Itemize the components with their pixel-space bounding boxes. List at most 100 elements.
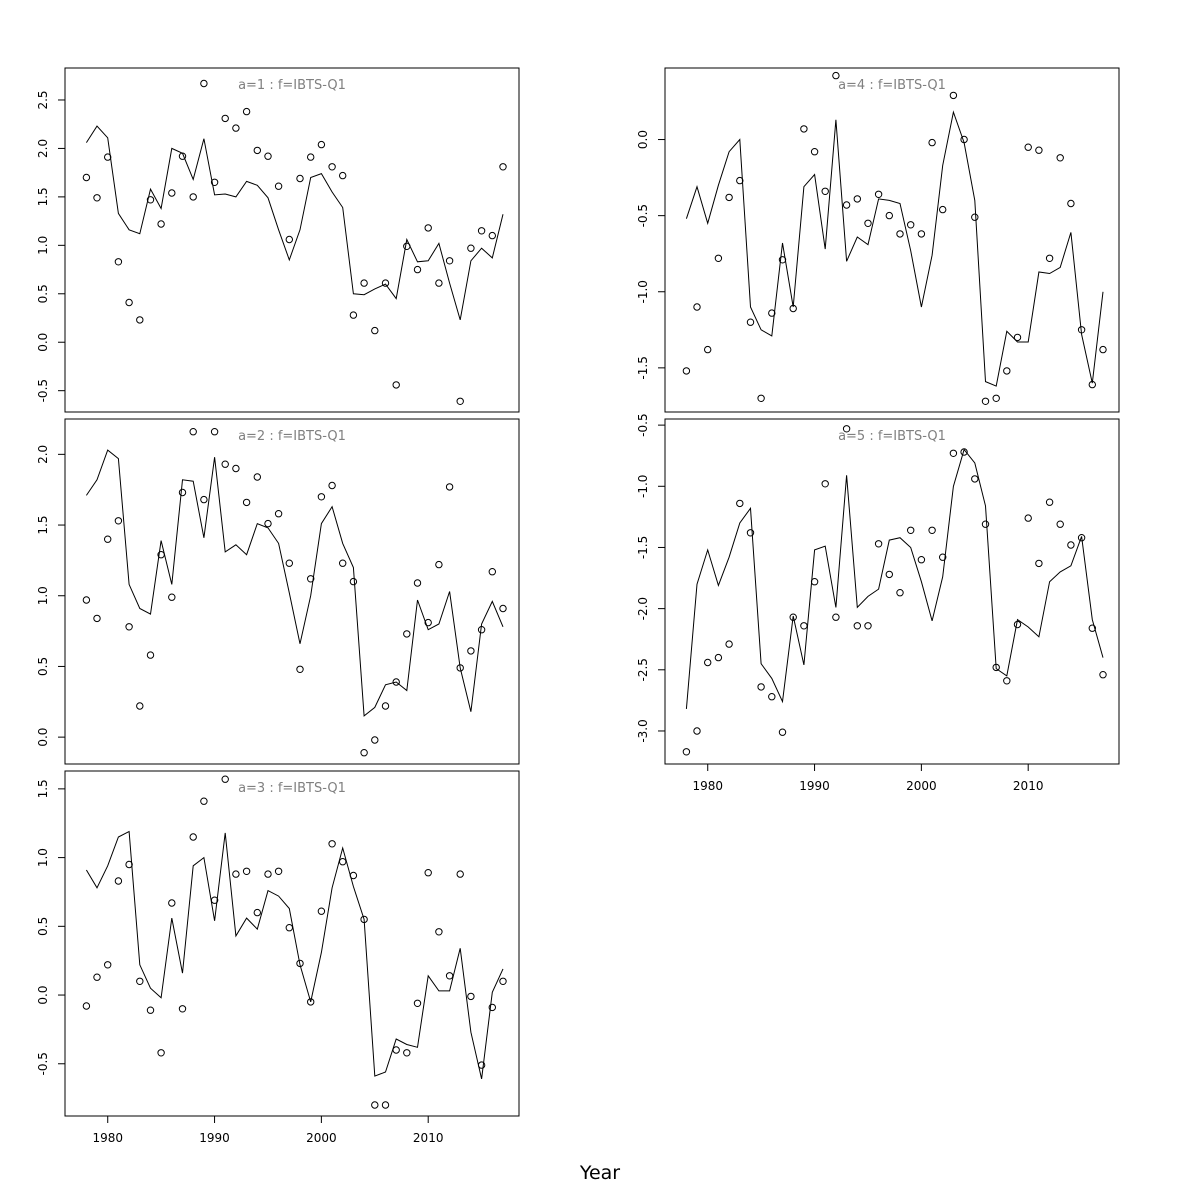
- panel-5-observed-point: [981, 520, 990, 528]
- panel-3-observed-point: [221, 775, 229, 783]
- panel-5-observed-point: [1045, 498, 1054, 506]
- panel-1-observed-point: [445, 257, 454, 265]
- panel-3-observed-point: [360, 915, 368, 924]
- panel-1-observed-point: [146, 196, 155, 204]
- panel-2-observed-point: [178, 488, 187, 497]
- panel-1-observed-point: [189, 193, 197, 201]
- panel-1-observed-point: [403, 242, 411, 251]
- panel-4-observed-point: [789, 304, 797, 313]
- panel-5-observed-point: [896, 589, 904, 597]
- panel-3-observed-point: [424, 869, 432, 877]
- panel-3-observed-point: [307, 998, 315, 1006]
- panel-2-y-tick-label: 1.5: [36, 515, 50, 534]
- panel-1-observed-point: [157, 220, 165, 228]
- panel-1-observed-point: [381, 279, 390, 287]
- panel-5-observed-point: [1035, 559, 1043, 568]
- panel-5-observed-point: [757, 683, 765, 691]
- panel-3: a=3 : f=IBTS-Q1 -0.5 0.0 0.5 1.0 1.5 1980 1990 2…: [36, 770, 520, 1145]
- panel-5-observed-point: [832, 613, 840, 621]
- panel-1-observed-point: [253, 146, 261, 155]
- panel-1-observed-point: [82, 173, 91, 182]
- panel-4-y-tick-label: 0.0: [636, 130, 650, 149]
- panel-3-observed-point: [82, 1002, 91, 1010]
- panel-4-y-tick-label: -1.5: [636, 356, 650, 379]
- panel-3-observed-point: [296, 959, 304, 968]
- panel-3-observed-point: [136, 977, 144, 985]
- panel-2-observed-point: [445, 483, 454, 491]
- panel-4-observed-point: [714, 254, 723, 262]
- panel-2-observed-point: [242, 498, 251, 507]
- panel-4-observed-point: [1099, 345, 1107, 354]
- panel-4-observed-point: [939, 205, 947, 214]
- panel-4-frame: [664, 67, 1120, 413]
- panel-1-observed-point: [125, 298, 133, 307]
- panel-5-observed-point: [1003, 677, 1011, 685]
- panel-2-observed-point: [456, 664, 464, 672]
- panel-1-observed-point: [317, 140, 326, 149]
- panel-1-observed-point: [232, 124, 240, 132]
- panel-3-y-tick-label: 1.0: [36, 848, 50, 867]
- panel-3-fitted-line: [85, 830, 504, 1080]
- panel-1-y-tick-label: 2.0: [36, 139, 50, 158]
- panel-1-observed-point: [488, 231, 496, 240]
- panel-2-observed-point: [146, 651, 155, 659]
- panel-2-observed-point: [200, 495, 208, 504]
- panel-1-observed-point: [285, 235, 293, 244]
- panel-4-observed-point: [1045, 254, 1054, 262]
- panel-3-observed-point: [189, 833, 197, 841]
- panel-2-observed-point: [424, 618, 432, 627]
- panel-2-title: a=2 : f=IBTS-Q1: [238, 429, 346, 444]
- panel-5-observed-point: [960, 448, 968, 456]
- panel-2-observed-point: [264, 519, 272, 528]
- panel-4-y-tick-label: -0.5: [636, 204, 650, 227]
- panel-4-observed-point: [1056, 154, 1064, 162]
- panel-1-title: a=1 : f=IBTS-Q1: [238, 78, 346, 93]
- panel-2-observed-point: [403, 630, 411, 638]
- panel-5-observed-point: [746, 529, 755, 537]
- panel-3-observed-point: [371, 1101, 379, 1109]
- panel-5-x-tick-label: 2010: [1013, 779, 1044, 793]
- panel-3-frame: [64, 770, 520, 1117]
- panel-5-observed-point: [682, 748, 691, 756]
- panel-2-observed-point: [360, 749, 368, 757]
- panel-2-observed-point: [317, 493, 326, 501]
- panel-2-observed-point: [104, 535, 112, 543]
- panel-1-observed-point: [371, 326, 379, 335]
- panel-2-frame: [64, 418, 520, 765]
- panel-5-y-tick-label: -2.0: [636, 597, 650, 620]
- panel-5-observed-point: [810, 578, 819, 586]
- panel-2-observed-point: [349, 577, 358, 586]
- panel-3-x-tick-label: 1980: [92, 1131, 123, 1145]
- panel-3-y-tick-label: 0.5: [36, 917, 50, 936]
- panel-1-observed-point: [392, 381, 400, 389]
- panel-1-fitted-line: [85, 125, 504, 321]
- panel-2-observed-point: [210, 428, 219, 436]
- panel-4-observed-point: [746, 318, 755, 326]
- panel-4-observed-point: [928, 138, 936, 147]
- panel-5-observed-point: [928, 526, 936, 534]
- panel-4-observed-point: [981, 397, 990, 405]
- panel-1-observed-point: [456, 397, 464, 405]
- panel-2-observed-point: [221, 460, 229, 468]
- panel-3-observed-point: [232, 870, 240, 878]
- panel-4-title: a=4 : f=IBTS-Q1: [838, 78, 946, 93]
- panel-5-observed-point: [1088, 624, 1097, 632]
- panel-4-observed-point: [896, 230, 904, 238]
- panel-2-observed-point: [274, 510, 283, 518]
- panel-4-observed-point: [864, 219, 872, 228]
- panel-1-observed-point: [200, 79, 208, 88]
- panel-2-observed-point: [93, 614, 101, 623]
- panel-3-x-tick-label: 2010: [413, 1131, 444, 1145]
- panel-1-observed-point: [104, 153, 112, 161]
- panel-4-observed-point: [874, 190, 883, 199]
- panel-2-y-tick-label: 0.0: [36, 728, 50, 747]
- panel-2-observed-point: [477, 626, 486, 634]
- panel-4-observed-point: [992, 394, 1000, 402]
- panel-5: a=5 : f=IBTS-Q1 -3.0 -2.5 -2.0 -1.5 -1.0 -0.5 1…: [636, 413, 1120, 793]
- panel-1-observed-point: [424, 224, 432, 232]
- panel-5-observed-point: [1067, 541, 1075, 549]
- panel-5-observed-point: [768, 693, 776, 701]
- panel-4-observed-point: [810, 148, 819, 156]
- panel-5-observed-point: [885, 570, 893, 579]
